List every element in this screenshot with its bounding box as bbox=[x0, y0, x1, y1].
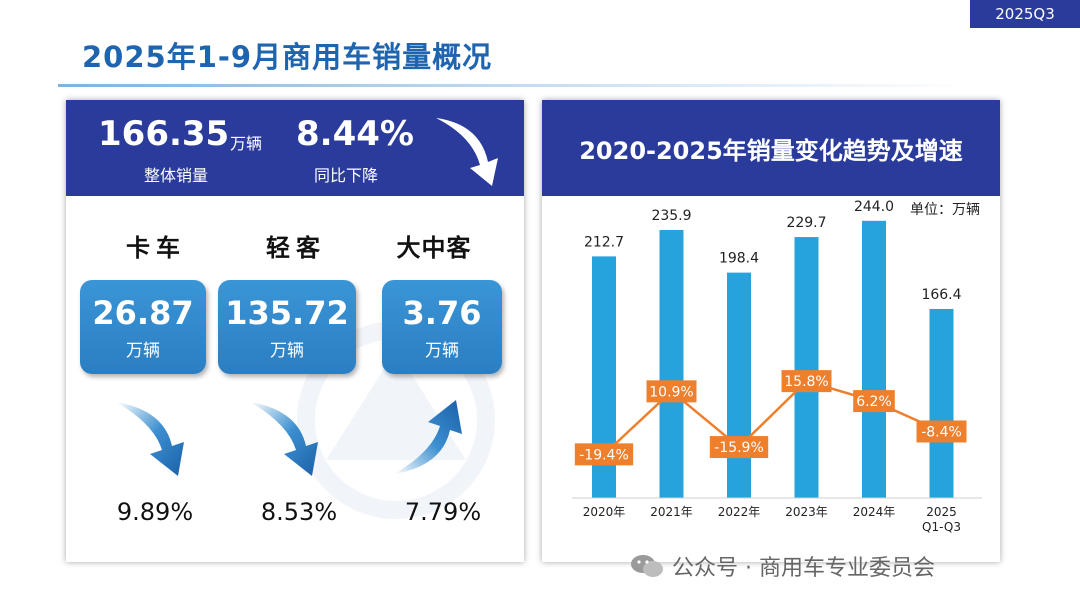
truck-card: 26.87 万辆 bbox=[80, 280, 206, 374]
period-tag: 2025Q3 bbox=[970, 0, 1080, 28]
bar-label-2: 198.4 bbox=[719, 251, 759, 267]
growth-label-4: 6.2% bbox=[856, 394, 892, 410]
x-tick-3: 2023年 bbox=[785, 505, 828, 519]
growth-label-1: 10.9% bbox=[649, 384, 693, 400]
bar-label-3: 229.7 bbox=[786, 215, 826, 231]
truck-down-arrow-icon bbox=[116, 402, 184, 476]
page-title: 2025年1-9月商用车销量概况 bbox=[82, 40, 493, 74]
growth-label-2: -15.9% bbox=[714, 440, 764, 456]
growth-label-box-0 bbox=[574, 443, 634, 466]
wechat-icon bbox=[631, 555, 663, 577]
x-tick-4: 2024年 bbox=[853, 505, 896, 519]
growth-label-0: -19.4% bbox=[579, 447, 629, 463]
truck-decline-pct: 9.89% bbox=[116, 498, 194, 526]
title-underline bbox=[58, 84, 972, 87]
category-name-truck: 卡车 bbox=[126, 234, 186, 262]
total-sales-unit: 万辆 bbox=[230, 134, 263, 153]
bus-sales-unit: 万辆 bbox=[425, 341, 459, 361]
x-tick-1: 2021年 bbox=[650, 505, 693, 519]
unit-label: 单位：万辆 bbox=[910, 202, 980, 218]
summary-header: 166.35 万辆 整体销量 8.44% 同比下降 bbox=[66, 100, 524, 196]
bus-growth-pct: 7.79% bbox=[404, 498, 482, 526]
growth-label-box-1 bbox=[646, 380, 697, 403]
bar-4 bbox=[862, 220, 886, 499]
light-bus-sales-value: 135.72 bbox=[225, 294, 349, 332]
x-tick-2: 2022年 bbox=[718, 505, 761, 519]
growth-label-5: -8.4% bbox=[921, 424, 962, 440]
bar-label-0: 212.7 bbox=[584, 234, 624, 250]
trend-panel: 2020-2025年销量变化趋势及增速 单位：万辆 212.7 2020年 235.9… bbox=[542, 100, 1000, 562]
sales-trend-chart: 单位：万辆 212.7 2020年 235.9 2021年 198.4 2022年 229.7… bbox=[572, 199, 982, 534]
x-tick-5-line1: Q1-Q3 bbox=[922, 520, 961, 534]
total-sales-value: 166.35 bbox=[98, 114, 230, 154]
x-tick-5: 2025 bbox=[926, 505, 957, 519]
overview-panel: 166.35 万辆 整体销量 8.44% 同比下降 卡车 轻客 大中客 26.8… bbox=[66, 100, 524, 562]
growth-label-3: 15.8% bbox=[784, 374, 828, 390]
growth-label-box-3 bbox=[781, 370, 832, 393]
bar-3 bbox=[794, 237, 819, 498]
yoy-change-value: 8.44% bbox=[296, 114, 414, 154]
footer: 公众号 · 商用车专业委员会 bbox=[630, 550, 935, 582]
total-sales-caption: 整体销量 bbox=[144, 166, 209, 185]
bus-card: 3.76 万辆 bbox=[382, 280, 502, 374]
light-bus-sales-unit: 万辆 bbox=[270, 341, 304, 361]
truck-sales-value: 26.87 bbox=[92, 294, 194, 332]
bus-sales-value: 3.76 bbox=[402, 294, 482, 332]
bus-up-arrow-icon bbox=[394, 400, 462, 474]
light-bus-decline-pct: 8.53% bbox=[260, 498, 338, 526]
growth-label-box-2 bbox=[709, 436, 769, 459]
bar-label-5: 166.4 bbox=[921, 287, 961, 303]
bar-label-4: 244.0 bbox=[854, 199, 894, 215]
light-bus-card: 135.72 万辆 bbox=[218, 280, 356, 374]
truck-sales-unit: 万辆 bbox=[126, 341, 160, 361]
down-arrow-icon bbox=[436, 118, 498, 186]
growth-label-box-4 bbox=[853, 390, 895, 413]
footer-text: 公众号 · 商用车专业委员会 bbox=[672, 556, 935, 581]
bar-2 bbox=[727, 272, 751, 498]
category-name-light-bus: 轻客 bbox=[266, 234, 326, 262]
bar-label-1: 235.9 bbox=[651, 208, 691, 224]
category-name-bus: 大中客 bbox=[396, 234, 472, 262]
bar-1 bbox=[659, 230, 684, 498]
chart-title: 2020-2025年销量变化趋势及增速 bbox=[542, 100, 1000, 196]
growth-label-box-5 bbox=[916, 420, 967, 443]
bar-5 bbox=[929, 308, 954, 498]
yoy-change-caption: 同比下降 bbox=[314, 166, 379, 185]
x-tick-0: 2020年 bbox=[583, 505, 626, 519]
light-bus-down-arrow-icon bbox=[250, 402, 318, 476]
